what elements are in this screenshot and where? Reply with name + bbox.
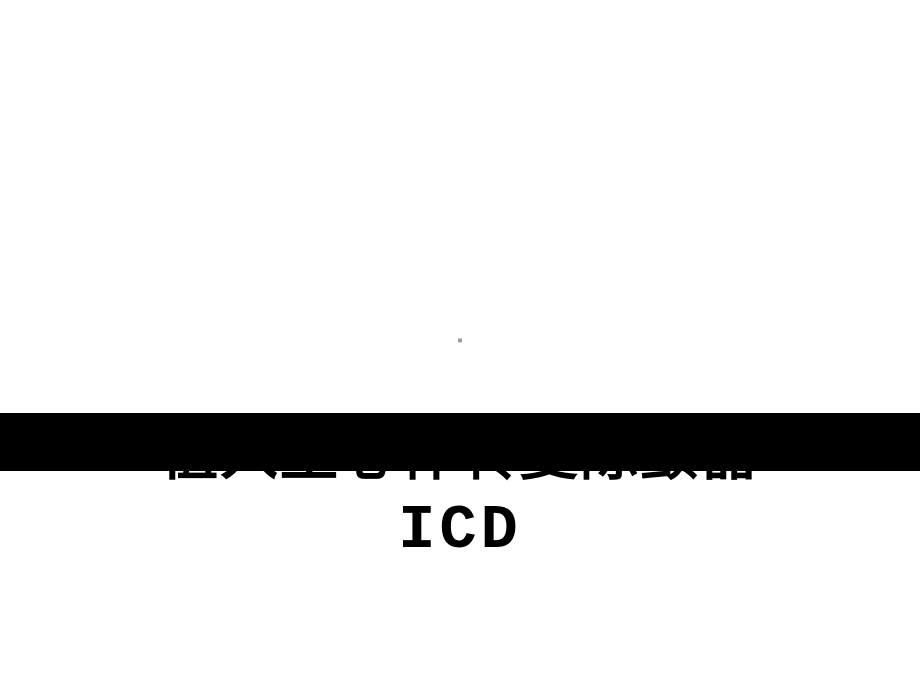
- title-line-1: 植入型心律转复除颤器: [0, 407, 920, 491]
- center-dot: ▪: [457, 336, 463, 346]
- title-line-2: ICD: [0, 495, 920, 566]
